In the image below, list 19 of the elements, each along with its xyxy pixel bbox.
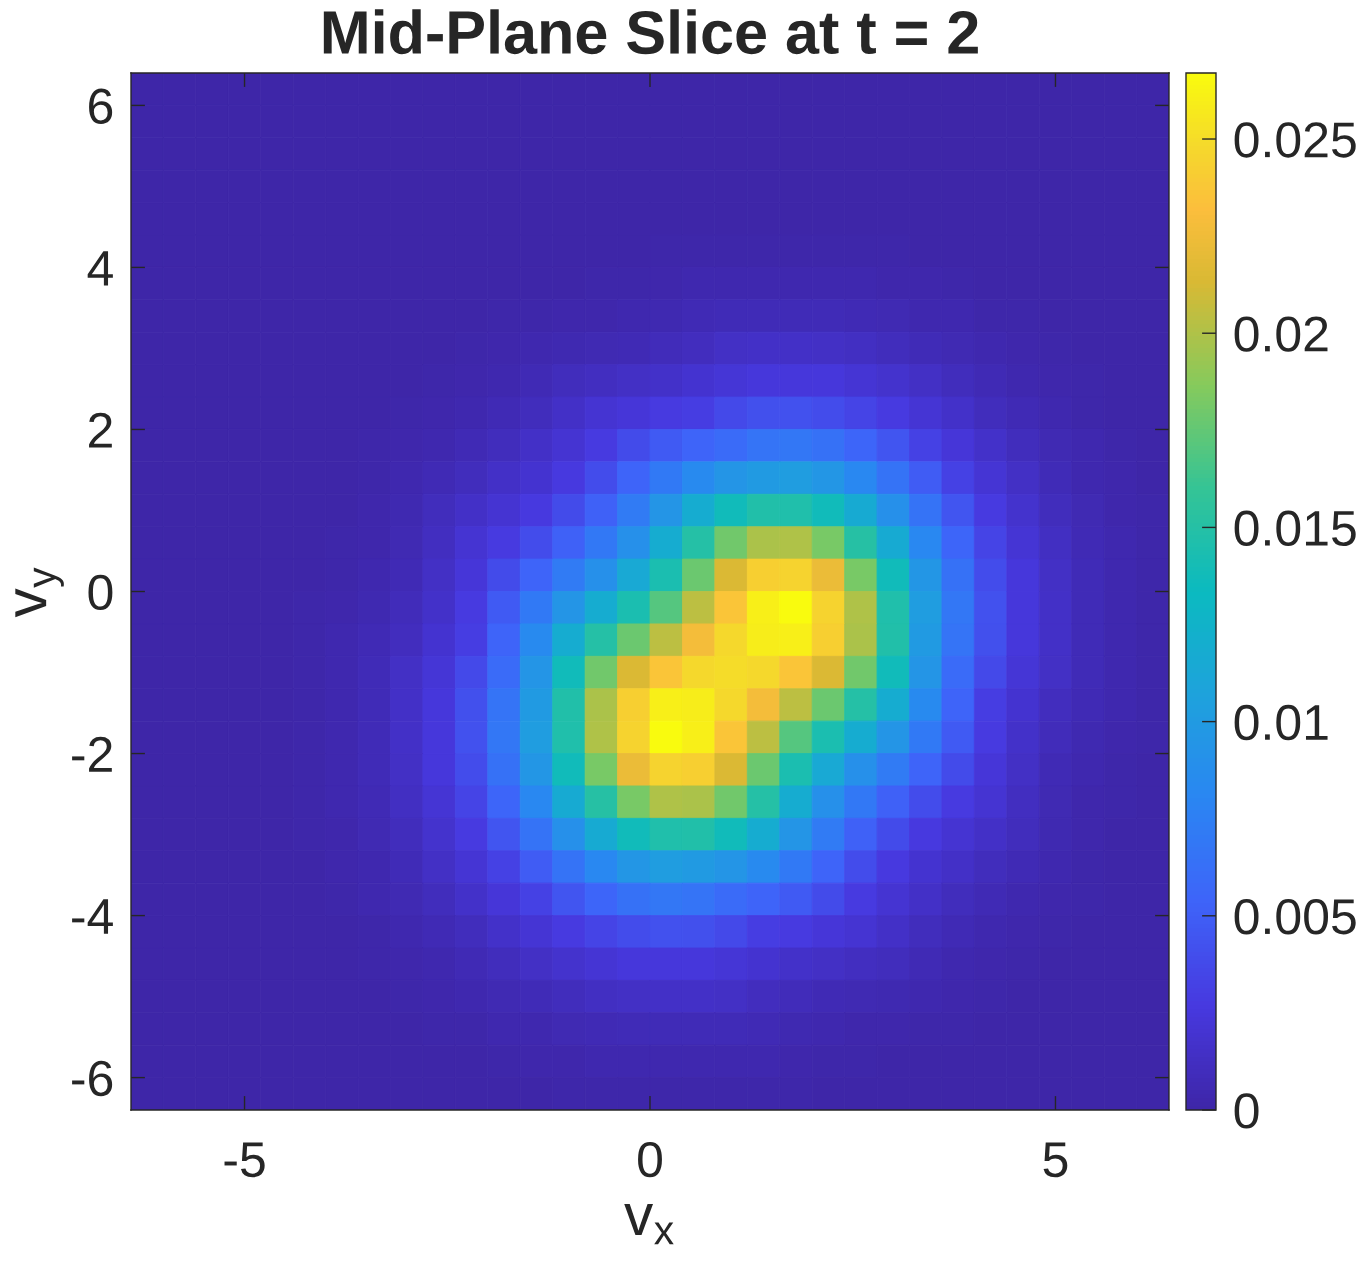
x-tick-label: 0 — [638, 1141, 662, 1178]
y-tick-label: 2 — [89, 412, 112, 448]
y-tick-label: -6 — [72, 1060, 113, 1097]
color-bar-label: 0.02 — [1234, 316, 1328, 352]
y-tick-label: 0 — [88, 574, 113, 611]
y-tick-label: -4 — [72, 899, 113, 934]
color-bar-label: 0.015 — [1234, 510, 1356, 547]
x-tick-label: -5 — [224, 1142, 265, 1178]
color-bar-label: 0.01 — [1234, 704, 1328, 741]
y-tick-label: -2 — [72, 736, 112, 772]
y-tick-label: 4 — [87, 251, 113, 286]
chart-title: Mid-Plane Slice at t = 2 — [323, 9, 978, 55]
x-tick-label: 5 — [1043, 1142, 1068, 1178]
color-bar-label: 0 — [1234, 1093, 1259, 1129]
color-bar-label: 0.025 — [1234, 122, 1356, 158]
y-tick-label: 6 — [89, 88, 113, 125]
color-bar-label: 0.005 — [1234, 899, 1356, 935]
x-axis-title: v$_{x}$ — [624, 1204, 674, 1245]
y-axis-title: v$_{y}$ — [15, 567, 64, 618]
